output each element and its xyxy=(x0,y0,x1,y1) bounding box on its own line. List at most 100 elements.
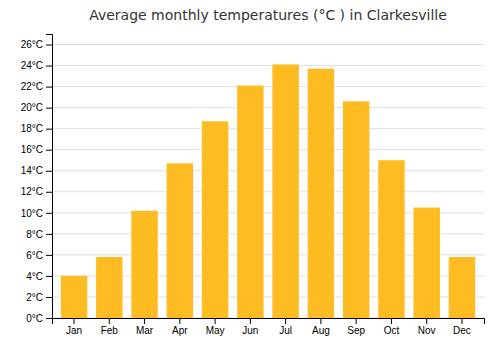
x-tick: Sep xyxy=(347,318,365,336)
y-tick-mark xyxy=(46,297,52,298)
bar xyxy=(167,163,193,318)
y-tick: 24°C xyxy=(21,60,52,71)
x-tick-mark xyxy=(179,318,180,324)
y-tick-label: 16°C xyxy=(21,144,43,155)
x-tick-label: Mar xyxy=(136,325,154,336)
bar xyxy=(237,86,263,318)
x-axis-line xyxy=(53,319,485,325)
x-tick-mark xyxy=(391,318,392,324)
y-tick: 6°C xyxy=(26,250,52,261)
y-tick: 8°C xyxy=(26,229,52,240)
y-tick-label: 0°C xyxy=(26,313,43,324)
y-tick: 26°C xyxy=(21,39,52,50)
x-tick-mark xyxy=(109,318,110,324)
y-tick-label: 2°C xyxy=(26,292,43,303)
y-tick-label: 4°C xyxy=(26,271,43,282)
y-tick: 4°C xyxy=(26,271,52,282)
y-tick-label: 24°C xyxy=(21,60,43,71)
y-tick-label: 26°C xyxy=(21,39,43,50)
x-tick: Jan xyxy=(66,318,82,336)
plot-area xyxy=(61,65,475,318)
x-tick-mark xyxy=(426,318,427,324)
y-tick-mark xyxy=(46,192,52,193)
bar xyxy=(449,257,475,318)
x-tick: Nov xyxy=(418,318,436,336)
y-tick-mark xyxy=(46,255,52,256)
y-tick: 14°C xyxy=(21,165,52,176)
x-tick-label: Feb xyxy=(101,325,119,336)
y-tick-label: 10°C xyxy=(21,208,43,219)
y-tick-mark xyxy=(46,108,52,109)
x-tick-mark xyxy=(461,318,462,324)
y-tick-mark xyxy=(46,171,52,172)
x-tick-label: May xyxy=(206,325,225,336)
y-tick-mark xyxy=(46,276,52,277)
bar xyxy=(308,69,334,318)
y-tick-mark xyxy=(46,150,52,151)
chart-container: Jan Feb Mar Apr May Jun Jul Aug Sep Oct Nov Dec 0°C 2… xyxy=(0,0,500,350)
grid-line xyxy=(52,44,484,45)
grid-line xyxy=(52,107,484,108)
grid-line xyxy=(52,170,484,171)
y-tick-label: 8°C xyxy=(26,229,43,240)
x-tick: Dec xyxy=(453,318,471,336)
x-tick-mark xyxy=(144,318,145,324)
bar xyxy=(202,121,228,318)
x-tick: Aug xyxy=(312,318,330,336)
y-tick-mark xyxy=(46,318,52,319)
x-tick-mark xyxy=(74,318,75,324)
x-tick: Jul xyxy=(279,318,292,336)
grid xyxy=(52,45,484,318)
x-tick: Apr xyxy=(172,318,188,336)
x-tick-label: Aug xyxy=(312,325,330,336)
x-tick-label: Oct xyxy=(384,325,400,336)
x-tick: Feb xyxy=(101,318,119,336)
bar xyxy=(343,101,369,318)
y-tick-mark xyxy=(46,45,52,46)
y-tick-mark xyxy=(46,87,52,88)
grid-line xyxy=(52,128,484,129)
x-tick-mark xyxy=(215,318,216,324)
y-tick: 10°C xyxy=(21,208,52,219)
y-tick: 16°C xyxy=(21,144,52,155)
y-tick: 2°C xyxy=(26,292,52,303)
bar xyxy=(413,208,439,318)
y-tick-mark xyxy=(46,234,52,235)
x-tick-label: Dec xyxy=(453,325,471,336)
x-tick-label: Jun xyxy=(242,325,258,336)
grid-line xyxy=(52,65,484,66)
x-tick-label: Apr xyxy=(172,325,188,336)
y-tick-label: 18°C xyxy=(21,123,43,134)
x-tick: Mar xyxy=(136,318,154,336)
grid-line xyxy=(52,191,484,192)
grid-line xyxy=(52,149,484,150)
x-tick-mark xyxy=(320,318,321,324)
bar xyxy=(272,65,298,318)
x-tick-mark xyxy=(356,318,357,324)
x-tick: May xyxy=(206,318,225,336)
title: Average monthly temperatures (°C ) in Cl… xyxy=(89,7,447,23)
x-tick-label: Sep xyxy=(347,325,365,336)
y-tick-label: 12°C xyxy=(21,186,43,197)
bar xyxy=(61,276,87,318)
x-tick-mark xyxy=(285,318,286,324)
x-tick-mark xyxy=(250,318,251,324)
y-tick-label: 14°C xyxy=(21,165,43,176)
y-axis-line xyxy=(46,35,53,319)
y-axis: 0°C 2°C 4°C 6°C 8°C 10°C 12°C 14°C 16°C 18°C 20°C 2… xyxy=(21,35,53,324)
y-tick: 18°C xyxy=(21,123,52,134)
y-tick: 12°C xyxy=(21,186,52,197)
bar xyxy=(131,211,157,318)
y-tick: 0°C xyxy=(26,313,52,324)
y-tick-label: 6°C xyxy=(26,250,43,261)
y-tick: 22°C xyxy=(21,81,52,92)
grid-line xyxy=(52,86,484,87)
x-tick-label: Jan xyxy=(66,325,82,336)
y-tick-mark xyxy=(46,213,52,214)
y-tick-mark xyxy=(46,66,52,67)
chart: Jan Feb Mar Apr May Jun Jul Aug Sep Oct Nov Dec 0°C 2… xyxy=(0,0,500,350)
y-tick-mark xyxy=(46,129,52,130)
x-tick: Jun xyxy=(242,318,258,336)
y-tick-label: 22°C xyxy=(21,81,43,92)
y-tick: 20°C xyxy=(21,102,52,113)
